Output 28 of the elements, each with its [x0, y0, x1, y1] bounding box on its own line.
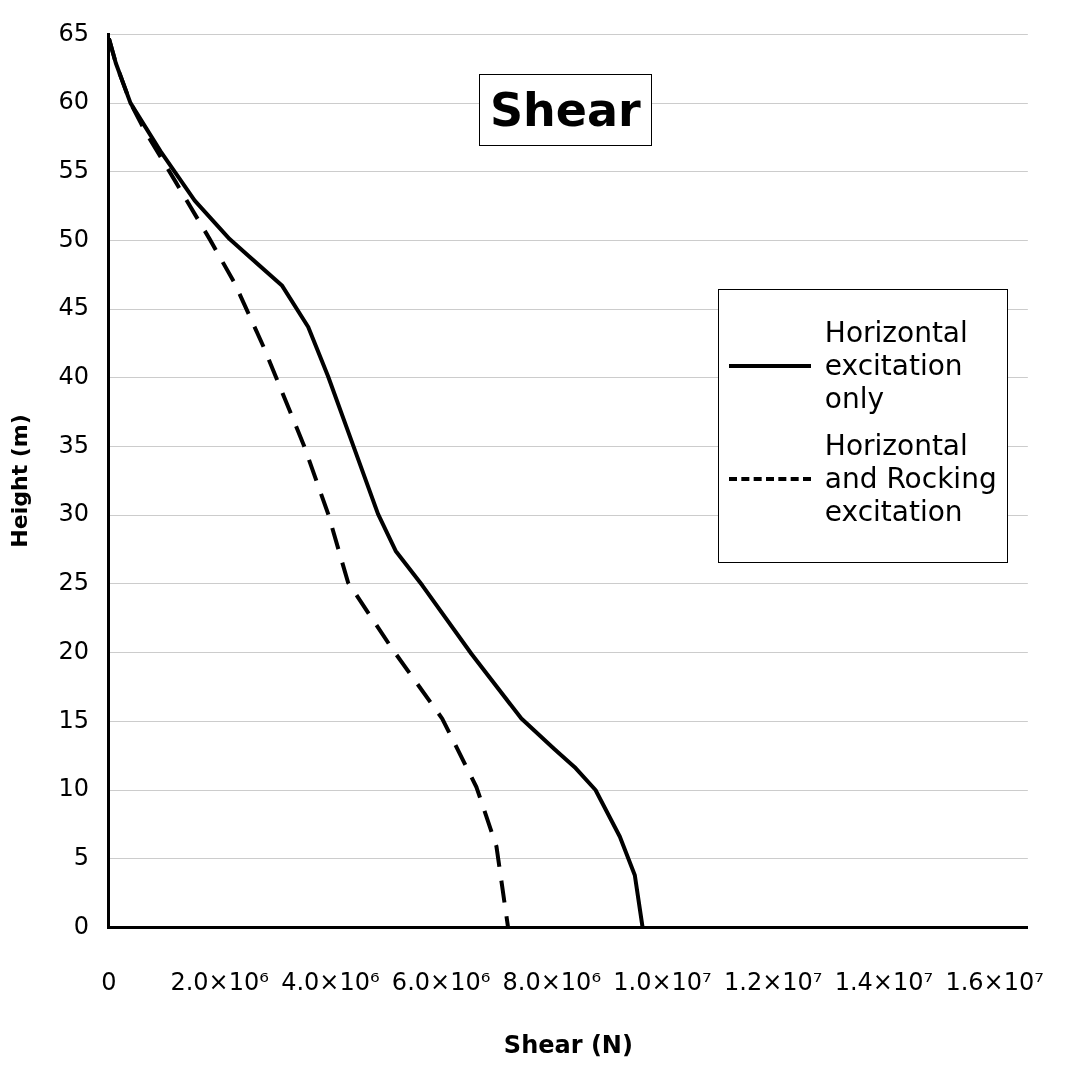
x-tick-label: 1.6×10⁷: [945, 968, 1044, 997]
y-tick-label: 45: [58, 293, 89, 322]
x-tick-label: 8.0×10⁶: [502, 968, 602, 997]
y-tick-label: 55: [58, 156, 89, 185]
y-tick-label: 0: [73, 911, 89, 940]
x-tick-label: 1.4×10⁷: [834, 968, 934, 997]
y-tick-label: 50: [58, 224, 89, 253]
y-tick-label: 25: [58, 568, 89, 597]
x-tick-label: 4.0×10⁶: [281, 968, 380, 997]
y-tick-label: 20: [58, 636, 89, 665]
y-tick-label: 40: [58, 362, 89, 391]
x-tick-label: 0: [101, 968, 117, 997]
x-tick-label: 1.2×10⁷: [723, 968, 823, 997]
x-axis-title: Shear (N): [503, 1030, 633, 1059]
legend-label: Horizontal and Rocking excitation: [824, 429, 997, 529]
y-tick-label: 10: [58, 774, 89, 803]
x-tick-label: 2.0×10⁶: [170, 968, 269, 997]
y-tick-label: 30: [58, 499, 89, 528]
y-tick-label: 65: [58, 18, 89, 47]
legend-label: Horizontal excitation only: [824, 316, 969, 416]
x-tick-label: 6.0×10⁶: [391, 968, 491, 997]
x-tick-label: 1.0×10⁷: [613, 968, 712, 997]
y-tick-label: 60: [58, 87, 89, 116]
y-tick-label: 15: [58, 705, 89, 734]
text: Shear: [478, 74, 652, 147]
y-tick-label: 5: [73, 842, 89, 871]
y-axis-title: Height (m): [6, 414, 32, 548]
y-tick-label: 35: [58, 430, 89, 459]
